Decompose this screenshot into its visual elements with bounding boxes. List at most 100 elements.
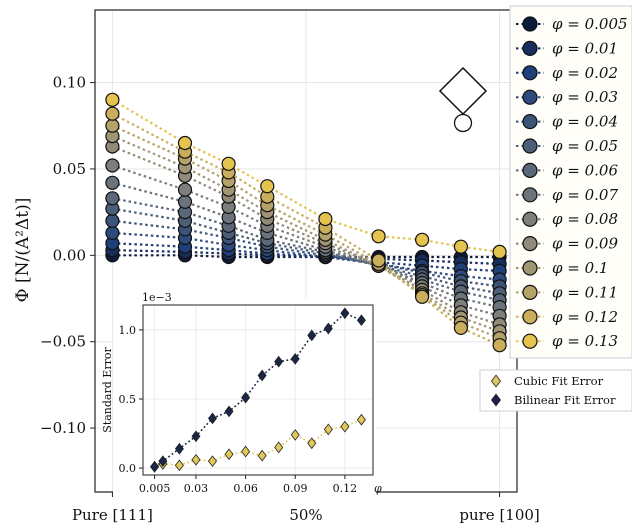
legend-label: φ = 0.08 bbox=[552, 210, 618, 228]
legend-marker bbox=[522, 162, 538, 178]
data-point bbox=[415, 232, 430, 247]
inset-data-point bbox=[307, 437, 317, 450]
inset-data-point bbox=[356, 314, 366, 327]
inset-data-point bbox=[323, 423, 333, 436]
main-y-tick-label: 0.00 bbox=[53, 246, 86, 264]
inset-data-point bbox=[191, 430, 201, 443]
data-point bbox=[453, 239, 468, 254]
inset-data-point bbox=[323, 322, 333, 335]
main-y-tick-label: −0.05 bbox=[40, 333, 86, 351]
data-point bbox=[105, 158, 120, 173]
legend-marker bbox=[522, 187, 538, 203]
inset-y-tick-label: 1.0 bbox=[119, 324, 137, 337]
inset-data-point bbox=[207, 455, 218, 468]
data-point bbox=[105, 175, 120, 190]
main-x-ticks: Pure [111] 50% pure [100] bbox=[72, 492, 540, 524]
inset-data-point bbox=[257, 449, 267, 462]
data-point bbox=[177, 182, 193, 197]
legend-marker bbox=[522, 16, 538, 32]
main-y-tick-label: 0.10 bbox=[53, 74, 86, 92]
legend-marker bbox=[522, 260, 538, 276]
inset-x-tick-label: 0.03 bbox=[184, 482, 209, 495]
inset-data-point bbox=[340, 307, 350, 320]
data-point bbox=[177, 135, 193, 151]
data-point bbox=[105, 106, 120, 121]
main-y-ticks: −0.10 −0.05 0.00 0.05 0.10 bbox=[40, 74, 95, 437]
main-legend-box bbox=[509, 5, 632, 359]
inset-x-ticks: 0.005 0.03 0.06 0.09 0.12 bbox=[139, 475, 357, 495]
data-point bbox=[221, 156, 236, 171]
legend-marker bbox=[522, 309, 538, 325]
legend-marker bbox=[522, 65, 538, 81]
legend-marker bbox=[522, 40, 538, 57]
inset-data-point bbox=[307, 329, 317, 342]
inset-data-point bbox=[191, 453, 201, 466]
legend-marker bbox=[522, 89, 538, 105]
main-y-tick-label: 0.05 bbox=[53, 160, 86, 178]
y-axis-label: Φ [N/(A²Δt)] bbox=[13, 198, 33, 303]
inset-y-ticks: 0.0 0.5 1.0 bbox=[119, 324, 143, 475]
inset-data-point bbox=[274, 441, 284, 454]
data-point bbox=[105, 92, 120, 107]
data-point bbox=[105, 191, 120, 206]
series-line-1 bbox=[112, 249, 500, 266]
legend-label: φ = 0.05 bbox=[552, 137, 618, 155]
series-line-2 bbox=[112, 242, 500, 272]
legend-label: φ = 0.005 bbox=[552, 15, 628, 33]
inset-data-point bbox=[257, 369, 267, 382]
inset-legend-box bbox=[479, 369, 632, 412]
main-legend: φ = 0.005 φ = 0.01 φ = 0.02 φ = 0.03 φ = 0.0… bbox=[509, 5, 632, 359]
main-y-tick-label: −0.10 bbox=[40, 419, 86, 437]
inset-offset-label: 1e−3 bbox=[142, 291, 172, 304]
data-point bbox=[371, 229, 386, 244]
legend-label: φ = 0.06 bbox=[552, 161, 618, 179]
legend-label: φ = 0.02 bbox=[552, 64, 618, 82]
inset-data-point bbox=[274, 355, 284, 368]
inset-legend-marker bbox=[490, 374, 502, 388]
data-point bbox=[105, 213, 120, 228]
data-point bbox=[371, 253, 386, 268]
series-line-0 bbox=[112, 254, 500, 259]
series-line-9 bbox=[111, 145, 500, 326]
inset-data-point bbox=[174, 442, 184, 455]
data-point bbox=[492, 244, 507, 259]
inset-y-axis-label: Standard Error bbox=[101, 347, 114, 433]
data-point bbox=[318, 211, 333, 227]
legend-label: φ = 0.01 bbox=[552, 39, 618, 57]
inset-chart: 0.0 0.5 1.0 0.005 0.03 0.06 0.09 0.12 1e−3 Sta… bbox=[101, 291, 382, 500]
inset-plot-frame bbox=[142, 304, 374, 476]
inset-x-tick-label: 0.09 bbox=[283, 482, 308, 495]
inset-legend-marker bbox=[490, 393, 502, 407]
inset-data-point bbox=[356, 413, 366, 426]
data-point bbox=[105, 225, 120, 240]
legend-marker bbox=[522, 236, 538, 252]
inset-data-point bbox=[207, 412, 218, 425]
legend-label: φ = 0.03 bbox=[552, 88, 618, 106]
data-point bbox=[415, 289, 430, 304]
inset-x-tick-label: 0.005 bbox=[139, 482, 171, 495]
main-x-tick-label: pure [100] bbox=[459, 506, 539, 524]
legend-label: φ = 0.12 bbox=[552, 308, 618, 326]
inset-data-point bbox=[158, 455, 168, 468]
inset-x-axis-label: φ bbox=[374, 482, 382, 495]
legend-marker bbox=[522, 333, 538, 349]
inset-data-point bbox=[174, 459, 184, 472]
inset-data-point bbox=[340, 420, 350, 433]
main-series-points bbox=[105, 92, 507, 353]
inset-data-point bbox=[241, 391, 251, 404]
inset-data-point bbox=[241, 445, 251, 458]
legend-marker bbox=[522, 211, 538, 227]
legend-label: φ = 0.07 bbox=[552, 186, 618, 204]
inset-series-points bbox=[150, 307, 366, 473]
data-point bbox=[105, 118, 120, 133]
inset-x-tick-label: 0.12 bbox=[333, 482, 358, 495]
legend-marker bbox=[522, 284, 538, 300]
main-x-tick-label: Pure [111] bbox=[72, 506, 153, 524]
inset-legend-label: Cubic Fit Error bbox=[514, 374, 604, 388]
inset-data-point bbox=[290, 429, 300, 441]
legend-label: φ = 0.09 bbox=[552, 235, 618, 253]
legend-marker bbox=[522, 113, 538, 130]
inset-x-tick-label: 0.06 bbox=[233, 482, 258, 495]
inset-data-point bbox=[150, 460, 160, 473]
